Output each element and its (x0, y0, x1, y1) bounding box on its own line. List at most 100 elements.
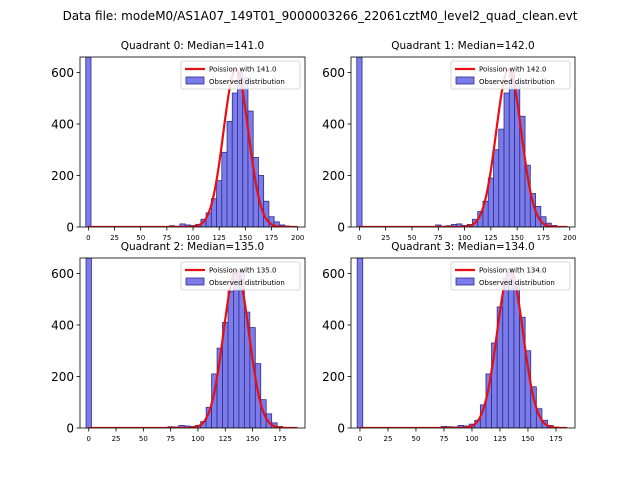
subplot-quadrant-2: Quadrant 2: Median=135.0 0 25 50 75 100 125 150… (51, 241, 306, 443)
histogram-bar (507, 267, 515, 428)
legend: Poission with 134.0 Observed distribution (450, 261, 571, 291)
x-tick-label: 0 (87, 435, 91, 443)
legend-bar-swatch (185, 76, 205, 85)
subplot-quadrant-0: Quadrant 0: Median=141.0 0 25 50 75 100 125 150… (51, 40, 306, 242)
y-tick-label: 0 (66, 221, 74, 235)
y-tick-label: 600 (322, 66, 345, 80)
y-tick-label: 200 (51, 169, 74, 183)
x-tick-label: 75 (434, 234, 443, 242)
x-tick-label: 125 (484, 234, 497, 242)
y-tick-label: 400 (51, 117, 74, 131)
x-tick-label: 0 (86, 234, 90, 242)
x-tick-label: 50 (136, 234, 145, 242)
subplot-quadrant-1: Quadrant 1: Median=142.0 0 25 50 75 100 125 150… (322, 40, 576, 242)
histogram-bar (231, 92, 238, 227)
histogram-bar (233, 273, 240, 428)
x-tick-label: 0 (358, 435, 362, 443)
plot-area (85, 258, 298, 428)
subplot-title: Quadrant 1: Median=142.0 (391, 40, 534, 52)
histogram-bar (273, 221, 280, 227)
x-tick-label: 100 (458, 234, 471, 242)
axes-frame (79, 56, 306, 228)
subplot-title: Quadrant 3: Median=134.0 (391, 241, 534, 253)
legend-box (180, 60, 301, 90)
x-tick-label: 150 (239, 234, 252, 242)
axes-frame (350, 257, 576, 429)
histogram-bar (493, 149, 500, 227)
x-tick-label: 25 (381, 234, 390, 242)
y-tick-label: 200 (322, 169, 345, 183)
histogram-bar (508, 72, 515, 227)
y-tick-label: 0 (66, 422, 74, 436)
legend-bar-swatch (455, 76, 475, 85)
x-tick-label: 100 (465, 435, 478, 443)
y-tick-label: 400 (322, 117, 345, 131)
plot-area (85, 57, 298, 227)
legend-label-observed: Observed distribution (479, 279, 555, 287)
poisson-curve (359, 68, 568, 227)
x-tick-label: 50 (139, 435, 148, 443)
y-tick-label: 200 (322, 370, 345, 384)
y-tick-label: 200 (51, 370, 74, 384)
legend-label-poisson: Poission with 142.0 (479, 66, 547, 74)
poisson-curve (359, 269, 568, 428)
y-tick-label: 0 (337, 422, 345, 436)
x-tick-label: 75 (166, 435, 175, 443)
histogram-bar (498, 128, 505, 227)
legend-label-poisson: Poission with 134.0 (479, 267, 547, 275)
x-tick-label: 100 (186, 234, 199, 242)
x-tick-label: 125 (219, 435, 232, 443)
x-tick-label: 175 (265, 234, 278, 242)
x-tick-label: 0 (357, 234, 361, 242)
histogram-bar (216, 180, 223, 227)
x-tick-label: 50 (411, 435, 420, 443)
x-tick-label: 25 (112, 435, 121, 443)
axes-frame (79, 257, 306, 429)
histogram-bar (356, 57, 363, 227)
y-tick-label: 0 (337, 221, 345, 235)
y-tick-label: 600 (322, 267, 345, 281)
poisson-curve (88, 269, 298, 428)
subplot-title: Quadrant 0: Median=141.0 (121, 40, 264, 52)
x-tick-label: 150 (521, 435, 534, 443)
x-tick-label: 175 (549, 435, 562, 443)
histogram-bar (226, 120, 233, 227)
legend-bar-swatch (185, 277, 205, 286)
x-tick-label: 175 (273, 435, 286, 443)
histogram-bar (356, 258, 364, 428)
histogram-bar (85, 57, 92, 227)
x-tick-label: 25 (110, 234, 119, 242)
legend-label-observed: Observed distribution (209, 78, 285, 86)
legend-label-observed: Observed distribution (209, 279, 285, 287)
y-tick-label: 400 (322, 318, 345, 332)
x-tick-label: 175 (537, 234, 550, 242)
histogram-bar (85, 258, 92, 428)
subplot-title: Quadrant 2: Median=135.0 (121, 241, 264, 253)
histogram-bar (221, 151, 228, 227)
x-tick-label: 125 (493, 435, 506, 443)
x-tick-label: 150 (510, 234, 523, 242)
axes-frame (350, 56, 576, 228)
legend-box (180, 261, 301, 291)
x-tick-label: 25 (383, 435, 392, 443)
histogram-bar (502, 278, 509, 428)
legend-box (450, 261, 571, 291)
y-tick-label: 400 (51, 318, 74, 332)
x-tick-label: 200 (563, 234, 576, 242)
y-tick-label: 600 (51, 66, 74, 80)
x-tick-label: 50 (408, 234, 417, 242)
x-tick-label: 200 (291, 234, 304, 242)
poisson-curve (88, 68, 298, 227)
x-tick-label: 100 (191, 435, 204, 443)
y-tick-label: 600 (51, 267, 74, 281)
histogram-bar (227, 291, 234, 428)
histogram-bar (503, 92, 510, 227)
x-tick-label: 75 (162, 234, 171, 242)
legend-bar-swatch (455, 277, 475, 286)
legend: Poission with 142.0 Observed distribution (450, 60, 571, 90)
figure-suptitle: Data file: modeM0/AS1A07_149T01_90000032… (63, 9, 578, 23)
legend-label-poisson: Poission with 135.0 (209, 267, 277, 275)
legend-label-observed: Observed distribution (479, 78, 555, 86)
x-tick-label: 150 (246, 435, 259, 443)
